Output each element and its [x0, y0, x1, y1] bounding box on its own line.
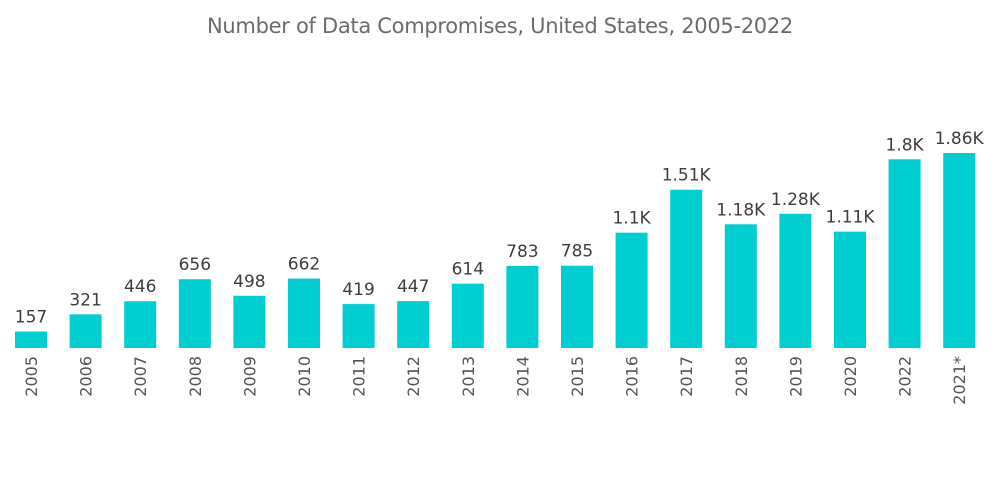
- bar-2009: [233, 295, 266, 348]
- x-tick-label-2019: 2019: [786, 356, 805, 397]
- bar-2006: [69, 314, 102, 348]
- x-tick-label-2014: 2014: [513, 356, 532, 397]
- bar-2013: [451, 283, 484, 348]
- x-tick-label-2012: 2012: [404, 356, 423, 397]
- bar-2015: [561, 265, 593, 348]
- bar-2019: [779, 213, 812, 348]
- chart-title: Number of Data Compromises, United State…: [207, 14, 793, 38]
- bar-2018: [724, 224, 757, 348]
- data-label-2011: 419: [342, 280, 374, 300]
- bar-2005: [15, 331, 47, 348]
- data-label-2020: 1.11K: [826, 208, 876, 228]
- bar-2014: [506, 265, 539, 348]
- x-tick-label-2010: 2010: [295, 356, 314, 397]
- bar-2007: [124, 301, 157, 348]
- x-tick-label-2008: 2008: [186, 356, 205, 397]
- data-label-2005: 157: [15, 308, 47, 328]
- bar-2008: [178, 279, 211, 348]
- data-label-2010: 662: [288, 255, 320, 275]
- x-tick-label-2021*: 2021*: [950, 356, 969, 405]
- bar-2022: [888, 159, 921, 348]
- x-tick-label-2015: 2015: [568, 356, 587, 397]
- x-tick-label-2013: 2013: [459, 356, 478, 397]
- x-tick-label-2009: 2009: [240, 356, 259, 397]
- data-label-2019: 1.28K: [771, 190, 821, 210]
- x-tick-label-2022: 2022: [896, 356, 915, 397]
- bar-2021*: [943, 153, 976, 348]
- bar-2012: [397, 301, 430, 348]
- data-label-2018: 1.18K: [716, 200, 766, 220]
- data-label-2015: 785: [561, 242, 593, 262]
- bar-2016: [615, 232, 648, 348]
- data-label-2006: 321: [69, 290, 101, 310]
- bar-2017: [670, 189, 703, 348]
- data-label-2008: 656: [179, 255, 211, 275]
- data-label-2013: 614: [452, 260, 484, 280]
- x-tick-label-2020: 2020: [841, 356, 860, 397]
- x-tick-label-2005: 2005: [22, 356, 41, 397]
- data-label-2022: 1.8K: [886, 135, 925, 155]
- data-label-2009: 498: [233, 272, 265, 292]
- x-tick-label-2006: 2006: [77, 356, 96, 397]
- x-tick-label-2011: 2011: [350, 356, 369, 397]
- data-label-2014: 783: [506, 242, 538, 262]
- data-label-2007: 446: [124, 277, 156, 297]
- x-tick-label-2018: 2018: [732, 356, 751, 397]
- x-tick-label-2017: 2017: [677, 356, 696, 397]
- data-label-2017: 1.51K: [662, 166, 712, 186]
- x-tick-label-2007: 2007: [131, 356, 150, 397]
- bar-2020: [834, 231, 866, 348]
- bar-2010: [288, 278, 320, 348]
- data-label-2016: 1.1K: [613, 209, 652, 229]
- data-label-2021*: 1.86K: [935, 129, 985, 149]
- x-tick-label-2016: 2016: [623, 356, 642, 397]
- data-label-2012: 447: [397, 277, 429, 297]
- bar-2011: [342, 304, 375, 348]
